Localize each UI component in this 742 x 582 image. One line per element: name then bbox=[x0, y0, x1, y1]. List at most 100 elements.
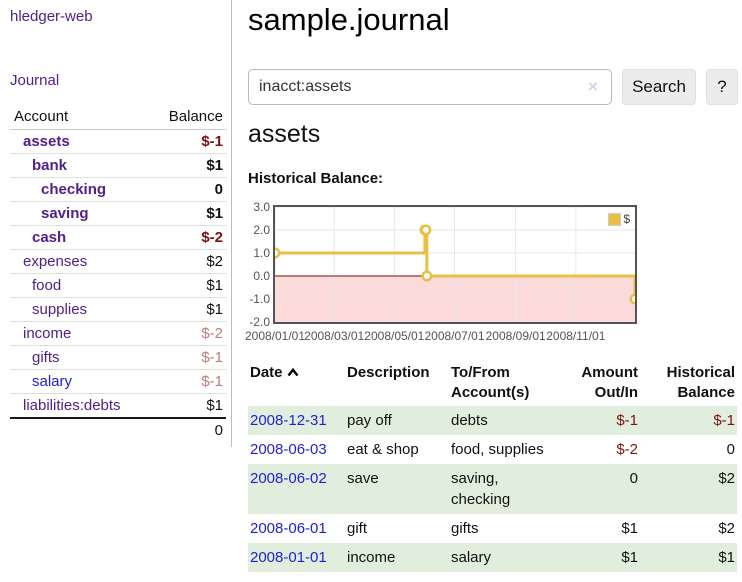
main-content: sample.journal × Search ? assets Histori… bbox=[233, 0, 742, 582]
transaction-balance: $2 bbox=[718, 520, 735, 537]
accounts-table: Account Balance assets $-1 bank $1 checking 0… bbox=[10, 105, 226, 442]
account-row: supplies $1 bbox=[10, 297, 226, 322]
register-col-accounts: To/From Account(s) bbox=[451, 364, 530, 401]
account-link[interactable]: saving bbox=[41, 205, 89, 222]
chart-plot-area: $ bbox=[273, 205, 637, 324]
account-balance: $-1 bbox=[150, 129, 226, 154]
register-col-amount: Amount Out/In bbox=[581, 364, 638, 401]
account-balance: $1 bbox=[150, 273, 226, 298]
accounts-total-spacer bbox=[10, 417, 151, 442]
transaction-description: gift bbox=[347, 520, 368, 537]
x-axis-tick-label: 2008/07/01 bbox=[424, 329, 485, 343]
account-link[interactable]: checking bbox=[41, 181, 107, 198]
account-balance: $-2 bbox=[150, 225, 226, 250]
account-row: cash $-2 bbox=[10, 225, 226, 250]
help-button[interactable]: ? bbox=[706, 69, 738, 105]
register-col-description: Description bbox=[347, 364, 430, 381]
transaction-description: pay off bbox=[347, 412, 392, 429]
transaction-date-link[interactable]: 2008-06-02 bbox=[250, 470, 327, 487]
transaction-amount: $-2 bbox=[616, 441, 638, 458]
sort-ascending-icon bbox=[287, 363, 299, 383]
account-balance: $1 bbox=[150, 297, 226, 322]
account-link[interactable]: income bbox=[23, 325, 72, 342]
transaction-amount: 0 bbox=[629, 470, 638, 487]
transaction-balance: $2 bbox=[718, 470, 735, 487]
transaction-date-link[interactable]: 2008-12-31 bbox=[250, 412, 327, 429]
transaction-accounts: saving, checking bbox=[451, 470, 511, 508]
register-table: Date Description To/From Account(s) Amou… bbox=[248, 360, 737, 572]
account-balance: $-1 bbox=[150, 369, 226, 394]
account-row: salary $-1 bbox=[10, 369, 226, 394]
account-row: liabilities:debts $1 bbox=[10, 393, 226, 419]
y-axis-tick-label: 1.0 bbox=[253, 246, 270, 260]
account-heading: assets bbox=[248, 120, 321, 148]
x-axis-tick-label: 2008/05/01 bbox=[364, 329, 425, 343]
account-link[interactable]: expenses bbox=[23, 253, 88, 270]
accounts-table-header: Account Balance bbox=[10, 105, 226, 130]
account-link[interactable]: assets bbox=[23, 133, 70, 150]
account-balance: $2 bbox=[150, 249, 226, 274]
account-link[interactable]: gifts bbox=[32, 349, 60, 366]
transaction-amount: $-1 bbox=[616, 412, 638, 429]
transaction-amount: $1 bbox=[621, 549, 638, 566]
transaction-accounts: debts bbox=[451, 412, 488, 429]
legend-swatch bbox=[608, 212, 622, 226]
account-link[interactable]: cash bbox=[32, 229, 67, 246]
chart-plot-svg bbox=[275, 207, 635, 322]
register-row[interactable]: 2008-06-01 gift gifts $1 $2 bbox=[248, 514, 737, 543]
register-row[interactable]: 2008-06-03 eat & shop food, supplies $-2 0 bbox=[248, 435, 737, 464]
y-axis-tick-label: 3.0 bbox=[253, 200, 270, 214]
register-row[interactable]: 2008-12-31 pay off debts $-1 $-1 bbox=[248, 406, 737, 435]
x-axis-tick-label: 2008/11/01 bbox=[546, 329, 606, 343]
y-axis-tick-label: -1.0 bbox=[249, 292, 270, 306]
transaction-balance: 0 bbox=[726, 441, 735, 458]
accounts-col-balance: Balance bbox=[150, 105, 226, 130]
sidebar-item-journal[interactable]: Journal bbox=[10, 72, 60, 89]
account-link[interactable]: salary bbox=[32, 373, 73, 390]
x-axis-tick-label: 2008/01/01 bbox=[244, 329, 306, 343]
account-row: assets $-1 bbox=[10, 129, 226, 154]
account-balance: 0 bbox=[150, 177, 226, 202]
accounts-total-value: 0 bbox=[150, 417, 226, 442]
legend-label: $ bbox=[623, 212, 630, 226]
search-input[interactable] bbox=[248, 69, 612, 105]
search-button[interactable]: Search bbox=[622, 69, 696, 105]
register-table-body: 2008-12-31 pay off debts $-1 $-1 2008-06-03 ea… bbox=[248, 406, 737, 572]
account-link[interactable]: food bbox=[32, 277, 62, 294]
register-row[interactable]: 2008-01-01 income salary $1 $1 bbox=[248, 543, 737, 572]
y-axis-tick-label: -2.0 bbox=[249, 315, 270, 329]
y-axis-tick-label: 0.0 bbox=[253, 269, 270, 283]
transaction-balance: $1 bbox=[718, 549, 735, 566]
transaction-accounts: food, supplies bbox=[451, 441, 544, 458]
x-axis-tick-label: 2008/03/01 bbox=[304, 329, 365, 343]
account-row: income $-2 bbox=[10, 321, 226, 346]
accounts-col-account: Account bbox=[10, 105, 151, 130]
account-link[interactable]: bank bbox=[32, 157, 68, 174]
transaction-date-link[interactable]: 2008-06-03 bbox=[250, 441, 327, 458]
page-title: sample.journal bbox=[248, 2, 450, 37]
transaction-date-link[interactable]: 2008-06-01 bbox=[250, 520, 327, 537]
account-balance: $-2 bbox=[150, 321, 226, 346]
register-col-date[interactable]: Date bbox=[248, 360, 345, 406]
accounts-total-row: 0 bbox=[10, 417, 226, 442]
register-row[interactable]: 2008-06-02 save saving, checking 0 $2 bbox=[248, 464, 737, 514]
account-row: expenses $2 bbox=[10, 249, 226, 274]
transaction-date-link[interactable]: 2008-01-01 bbox=[250, 549, 327, 566]
chart-legend: $ bbox=[608, 212, 630, 226]
transaction-amount: $1 bbox=[621, 520, 638, 537]
account-row: saving $1 bbox=[10, 201, 226, 226]
account-row: gifts $-1 bbox=[10, 345, 226, 370]
transaction-description: save bbox=[347, 470, 379, 487]
register-header-row: Date Description To/From Account(s) Amou… bbox=[248, 360, 737, 406]
app-brand-link[interactable]: hledger-web bbox=[10, 8, 93, 25]
account-balance: $1 bbox=[150, 393, 226, 419]
clear-search-icon[interactable]: × bbox=[588, 77, 598, 96]
transaction-description: income bbox=[347, 549, 396, 566]
account-link[interactable]: supplies bbox=[32, 301, 88, 318]
chart-section-label: Historical Balance: bbox=[248, 170, 384, 187]
account-link[interactable]: liabilities:debts bbox=[23, 397, 121, 414]
account-row: checking 0 bbox=[10, 177, 226, 202]
sidebar: hledger-web Journal Account Balance asse… bbox=[0, 0, 232, 447]
account-balance: $1 bbox=[150, 153, 226, 178]
register-col-balance: Historical Balance bbox=[666, 364, 735, 401]
